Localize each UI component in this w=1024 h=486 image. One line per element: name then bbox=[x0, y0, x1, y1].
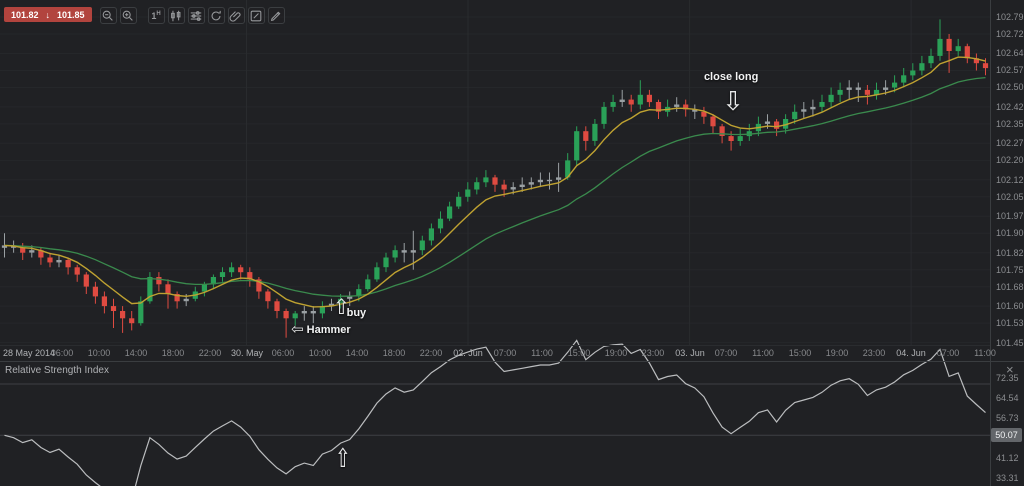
annotation-label: Hammer bbox=[306, 323, 351, 336]
time-axis-label: 10:00 bbox=[87, 348, 111, 358]
time-axis-label: 22:00 bbox=[198, 348, 222, 358]
rsi-axis-label: 41.12 bbox=[996, 453, 1019, 464]
rsi-close-icon[interactable]: × bbox=[1006, 362, 1014, 377]
price-axis-label: 102.05 bbox=[996, 191, 1024, 202]
time-axis-label: 22:00 bbox=[419, 348, 443, 358]
time-axis-label: 11:00 bbox=[752, 348, 774, 358]
time-axis-label: 23:00 bbox=[641, 348, 665, 358]
price-direction-down-icon: ↓ bbox=[45, 9, 51, 20]
price-axis-label: 101.90 bbox=[996, 228, 1024, 239]
time-axis-label: 30. May bbox=[230, 348, 264, 358]
annotation-label: close long bbox=[703, 70, 759, 83]
draw-icon bbox=[271, 11, 281, 21]
zoom-in-button[interactable] bbox=[119, 7, 137, 24]
time-axis-label: 02. Jun bbox=[453, 348, 483, 358]
price-axis[interactable]: 102.79 102.72 102.64 102.57 102.50 102.42 102.… bbox=[990, 0, 1024, 348]
time-axis-label: 14:00 bbox=[124, 348, 148, 358]
time-axis-label: 15:00 bbox=[788, 348, 812, 358]
sell-price-button[interactable]: 101.82 bbox=[11, 9, 39, 20]
refresh-button[interactable] bbox=[207, 7, 225, 24]
chart-type-candles-icon bbox=[171, 10, 181, 21]
price-axis-label: 101.68 bbox=[996, 281, 1024, 292]
price-axis-label: 101.97 bbox=[996, 211, 1024, 222]
price-axis-label: 101.53 bbox=[996, 318, 1024, 329]
toolbar-buttons: 1H bbox=[99, 7, 285, 24]
indicators-button[interactable] bbox=[187, 7, 205, 24]
time-axis-label: 11:00 bbox=[974, 348, 996, 358]
time-axis-label: 11:00 bbox=[531, 348, 553, 358]
timeframe-label: 1H bbox=[151, 10, 161, 21]
time-axis-label: 19:00 bbox=[825, 348, 849, 358]
rsi-axis-label: 64.54 bbox=[996, 393, 1019, 404]
edit-button[interactable] bbox=[247, 7, 265, 24]
left-arrow-icon: ⇦ bbox=[291, 321, 304, 339]
time-axis-label: 04. Jun bbox=[896, 348, 926, 358]
refresh-icon bbox=[211, 10, 221, 20]
zoom-out-button[interactable] bbox=[99, 7, 117, 24]
annotation-hammer[interactable]: ⇦ Hammer bbox=[291, 322, 351, 337]
timeframe-button[interactable]: 1H bbox=[147, 7, 165, 24]
rsi-panel-title: Relative Strength Index bbox=[5, 365, 109, 376]
rsi-current-value-badge: 50.07 bbox=[991, 428, 1022, 443]
chart-type-candles-button[interactable] bbox=[167, 7, 185, 24]
price-axis-label: 102.12 bbox=[996, 174, 1024, 185]
price-axis-label: 102.35 bbox=[996, 118, 1024, 129]
time-axis-label: 19:00 bbox=[604, 348, 628, 358]
time-axis-label: 07:00 bbox=[714, 348, 738, 358]
price-axis-label: 101.60 bbox=[996, 301, 1024, 312]
rsi-axis-label: 33.31 bbox=[996, 473, 1019, 484]
quote-badge: 101.82 ↓ 101.85 bbox=[4, 7, 92, 22]
buy-price-button[interactable]: 101.85 bbox=[57, 9, 85, 20]
time-axis[interactable]: 28 May 2014 06:00 10:00 14:00 18:00 22:00 30. … bbox=[0, 345, 1024, 361]
time-axis-label: 28 May 2014 bbox=[3, 348, 56, 358]
time-axis-label: 07:00 bbox=[936, 348, 960, 358]
rsi-axis[interactable]: 72.35 64.54 56.73 41.12 33.31 bbox=[990, 362, 1024, 486]
edit-icon bbox=[250, 10, 262, 21]
zoom-in-icon bbox=[122, 10, 133, 21]
rsi-axis-label: 56.73 bbox=[996, 413, 1019, 424]
draw-button[interactable] bbox=[267, 7, 285, 24]
time-axis-label: 14:00 bbox=[345, 348, 369, 358]
time-axis-label: 18:00 bbox=[382, 348, 406, 358]
chart-toolbar: 101.82 ↓ 101.85 1H bbox=[4, 7, 285, 24]
price-axis-label: 102.50 bbox=[996, 82, 1024, 93]
paperclip-icon bbox=[229, 10, 241, 22]
price-axis-label: 102.72 bbox=[996, 29, 1024, 39]
price-axis-label: 102.20 bbox=[996, 155, 1024, 166]
price-axis-label: 101.75 bbox=[996, 264, 1024, 275]
zoom-out-icon bbox=[102, 10, 113, 21]
paperclip-button[interactable] bbox=[227, 7, 245, 24]
annotation-label: buy bbox=[346, 306, 367, 319]
time-axis-label: 10:00 bbox=[308, 348, 332, 358]
rsi-up-arrow-icon[interactable]: ⇧ bbox=[334, 443, 351, 474]
price-axis-label: 101.82 bbox=[996, 247, 1024, 258]
price-axis-label: 102.42 bbox=[996, 101, 1024, 112]
time-axis-label: 06:00 bbox=[50, 348, 74, 358]
price-axis-label: 102.64 bbox=[996, 48, 1024, 59]
up-arrow-icon[interactable]: ⇧ bbox=[332, 295, 351, 319]
down-arrow-icon[interactable]: ⇩ bbox=[722, 85, 744, 116]
time-axis-label: 15:00 bbox=[567, 348, 591, 358]
time-axis-label: 07:00 bbox=[493, 348, 517, 358]
time-axis-label: 18:00 bbox=[161, 348, 185, 358]
price-axis-label: 102.57 bbox=[996, 65, 1024, 76]
price-axis-label: 101.45 bbox=[996, 337, 1024, 348]
time-axis-label: 23:00 bbox=[862, 348, 886, 358]
time-axis-label: 06:00 bbox=[271, 348, 295, 358]
rsi-axis-label: 72.35 bbox=[996, 373, 1019, 383]
price-axis-label: 102.27 bbox=[996, 138, 1024, 149]
price-axis-label: 102.79 bbox=[996, 12, 1024, 22]
indicators-icon bbox=[190, 10, 202, 21]
time-axis-label: 03. Jun bbox=[675, 348, 705, 358]
